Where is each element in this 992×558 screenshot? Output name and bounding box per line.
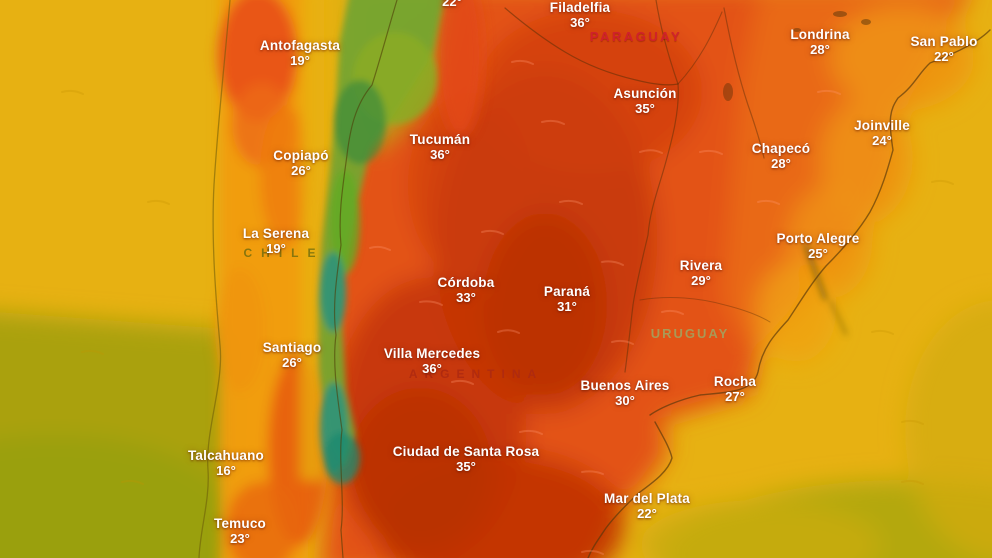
city-label: Chapecó 28° [752, 141, 810, 172]
city-label: Tucumán 36° [410, 132, 470, 163]
city-name: San Pablo [910, 34, 978, 49]
city-temp: 31° [557, 299, 577, 314]
country-label: PARAGUAY [589, 29, 683, 44]
city-temp: 16° [216, 463, 236, 478]
city-name: Mar del Plata [604, 491, 690, 506]
city-name: Rivera [679, 258, 723, 273]
city-name: Copiapó [273, 148, 329, 163]
city-label: Paraná 31° [544, 284, 590, 315]
city-label: Antofagasta 19° [260, 38, 340, 69]
city-name: Talcahuano [187, 448, 265, 463]
city-name: La Serena [242, 226, 310, 241]
city-temp: 22° [934, 49, 954, 64]
city-temp: 19° [290, 53, 310, 68]
city-temp: 28° [810, 42, 830, 57]
city-temp: 25° [808, 246, 828, 261]
city-label: Rivera 29° [680, 258, 722, 289]
city-temp: 19° [266, 241, 286, 256]
city-label: Santiago 26° [263, 340, 322, 371]
city-name: Joinville [854, 118, 910, 133]
city-temp: 36° [430, 147, 450, 162]
city-name: Asunción [613, 86, 677, 101]
city-label: Asunción 35° [613, 86, 676, 117]
city-temp: 26° [291, 163, 311, 178]
city-temp: 35° [456, 459, 476, 474]
city-label: Copiapó 26° [273, 148, 328, 179]
city-label: Temuco 23° [214, 516, 266, 547]
city-name: Rocha [713, 374, 757, 389]
city-label: Talcahuano 16° [188, 448, 264, 479]
city-temp: 22° [637, 506, 657, 521]
city-name: Porto Alegre [776, 231, 860, 246]
city-name: Antofagasta [259, 38, 341, 53]
city-name: Córdoba [437, 275, 495, 290]
city-temp: 23° [230, 531, 250, 546]
city-label: Joinville 24° [854, 118, 910, 149]
city-label: Mar del Plata 22° [604, 491, 690, 522]
city-temp: 24° [872, 133, 892, 148]
city-label: Rocha 27° [714, 374, 756, 405]
country-label: ARGENTINA [408, 367, 544, 381]
city-temp: 36° [422, 361, 442, 376]
city-name: Tucumán [409, 132, 471, 147]
city-label: Filadelfia 36° [550, 0, 611, 31]
city-name: Ciudad de Santa Rosa [392, 444, 540, 459]
city-label: San Pablo 22° [910, 34, 977, 65]
city-name: Buenos Aires [580, 378, 670, 393]
city-temp: 26° [282, 355, 302, 370]
city-name: Temuco [214, 516, 266, 531]
city-temp: 29° [691, 273, 711, 288]
city-label: Londrina 28° [790, 27, 849, 58]
city-temp: 33° [456, 290, 476, 305]
city-name: Londrina [790, 27, 850, 42]
city-temp: 27° [725, 389, 745, 404]
city-label: Villa Mercedes 36° [384, 346, 480, 377]
city-temp: 30° [615, 393, 635, 408]
city-label: Buenos Aires 30° [581, 378, 670, 409]
city-temp: 22° [442, 0, 462, 9]
country-label: URUGUAY [650, 326, 730, 341]
city-temp: 36° [570, 15, 590, 30]
city-label: Ciudad de Santa Rosa 35° [393, 444, 540, 475]
city-temp: 28° [771, 156, 791, 171]
country-label: CHILE [243, 246, 325, 260]
city-label: Porto Alegre 25° [777, 231, 860, 262]
city-name: Santiago [262, 340, 322, 355]
city-label: La Serena 19° [243, 226, 309, 257]
city-name: Paraná [543, 284, 591, 299]
city-label: Córdoba 33° [438, 275, 495, 306]
city-name: Chapecó [751, 141, 811, 156]
city-label: 22° [442, 0, 462, 10]
city-temp: 35° [635, 101, 655, 116]
city-name: Filadelfia [549, 0, 611, 15]
city-name: Villa Mercedes [383, 346, 481, 361]
